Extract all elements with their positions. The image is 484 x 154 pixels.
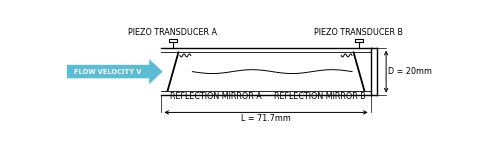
Text: D = 20mm: D = 20mm bbox=[388, 67, 432, 76]
Text: L = 71.7mm: L = 71.7mm bbox=[241, 114, 290, 123]
Text: PIEZO TRANSDUCER A: PIEZO TRANSDUCER A bbox=[128, 28, 217, 37]
Text: FLOW VELOCITY V: FLOW VELOCITY V bbox=[74, 69, 141, 75]
Text: REFLECTION MIRROR A: REFLECTION MIRROR A bbox=[169, 92, 261, 101]
Polygon shape bbox=[67, 59, 163, 85]
Text: REFLECTION MIRROR B: REFLECTION MIRROR B bbox=[274, 92, 365, 101]
Text: PIEZO TRANSDUCER B: PIEZO TRANSDUCER B bbox=[314, 28, 403, 37]
